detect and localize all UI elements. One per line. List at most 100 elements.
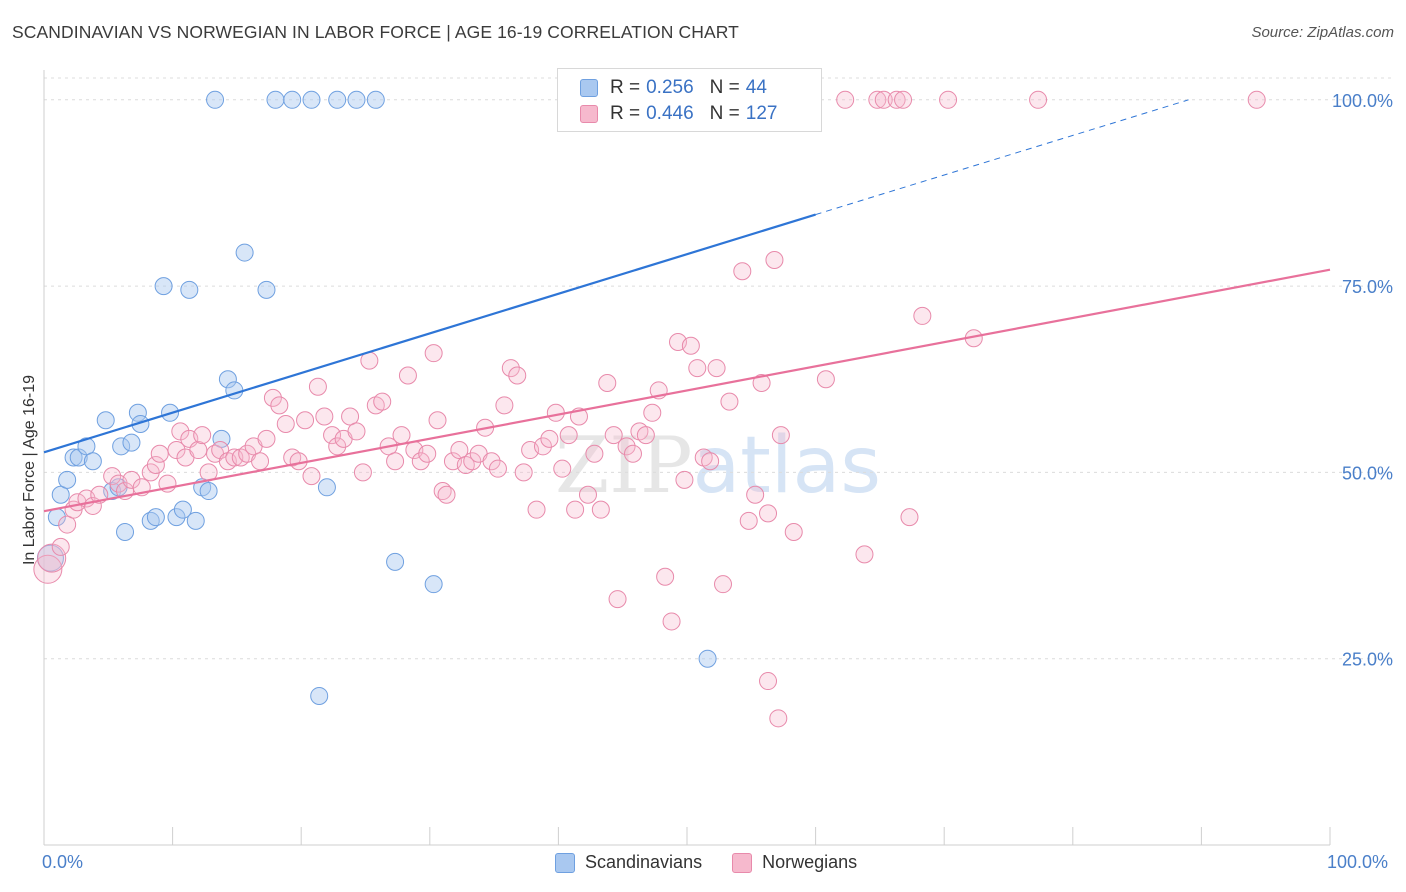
- legend-r-value: 0.446: [646, 103, 694, 124]
- point-norwegians: [578, 485, 597, 504]
- point-norwegians: [546, 403, 565, 422]
- point-norwegians: [733, 262, 752, 281]
- point-scandinavians: [51, 485, 70, 504]
- point-norwegians: [167, 441, 186, 460]
- point-norwegians: [623, 444, 642, 463]
- point-norwegians: [681, 336, 700, 355]
- point-norwegians: [418, 444, 437, 463]
- point-scandinavians: [167, 508, 186, 527]
- point-norwegians: [1247, 90, 1266, 109]
- point-norwegians: [488, 459, 507, 478]
- point-scandinavians: [116, 523, 135, 542]
- point-norwegians: [643, 403, 662, 422]
- point-scandinavians: [328, 90, 347, 109]
- point-norwegians: [636, 426, 655, 445]
- point-norwegians: [855, 545, 874, 564]
- point-norwegians: [769, 709, 788, 728]
- point-norwegians: [746, 485, 765, 504]
- point-norwegians: [424, 344, 443, 363]
- point-norwegians: [270, 396, 289, 415]
- point-norwegians: [276, 414, 295, 433]
- point-norwegians: [193, 426, 212, 445]
- point-norwegians: [656, 567, 675, 586]
- point-norwegians: [428, 411, 447, 430]
- point-norwegians: [353, 463, 372, 482]
- point-norwegians: [315, 407, 334, 426]
- point-norwegians: [591, 500, 610, 519]
- y-tick-label-75: 75.0%: [1342, 277, 1393, 297]
- point-norwegians: [341, 407, 360, 426]
- point-norwegians: [688, 359, 707, 378]
- point-scandinavians: [154, 277, 173, 296]
- point-norwegians: [759, 504, 778, 523]
- point-scandinavians: [96, 411, 115, 430]
- point-norwegians: [707, 359, 726, 378]
- point-scandinavians: [64, 448, 83, 467]
- point-norwegians: [662, 612, 681, 631]
- point-norwegians: [463, 452, 482, 471]
- point-norwegians: [508, 366, 527, 385]
- legend-row-scandinavians: R = 0.256 N = 44: [580, 76, 783, 100]
- point-scandinavians: [302, 90, 321, 109]
- point-norwegians: [251, 452, 270, 471]
- point-scandinavians: [173, 500, 192, 519]
- legend-label-scandinavians: Scandinavians: [585, 852, 703, 872]
- legend-swatch-pink: [580, 105, 598, 123]
- point-scandinavians: [317, 478, 336, 497]
- point-norwegians: [58, 515, 77, 534]
- legend-n-label: N =: [709, 103, 740, 124]
- point-norwegians: [501, 359, 520, 378]
- point-scandinavians: [218, 370, 237, 389]
- point-scandinavians: [77, 437, 96, 456]
- legend-label-norwegians: Norwegians: [762, 852, 858, 872]
- legend-swatch-pink: [732, 852, 753, 873]
- point-norwegians: [608, 590, 627, 609]
- point-scandinavians: [58, 470, 77, 489]
- point-scandinavians: [186, 511, 205, 530]
- y-tick-label-50: 50.0%: [1342, 463, 1393, 483]
- point-norwegians: [482, 452, 501, 471]
- point-scandinavians: [347, 90, 366, 109]
- point-norwegians: [559, 426, 578, 445]
- legend-item-norwegians[interactable]: Norwegians: [732, 852, 857, 873]
- legend-r-label: R =: [610, 77, 641, 98]
- point-norwegians: [675, 470, 694, 489]
- point-norwegians: [150, 444, 169, 463]
- point-norwegians: [437, 485, 456, 504]
- point-norwegians: [527, 500, 546, 519]
- point-scandinavians: [146, 508, 165, 527]
- point-norwegians: [759, 672, 778, 691]
- point-norwegians: [296, 411, 315, 430]
- point-norwegians: [302, 467, 321, 486]
- point-norwegians: [720, 392, 739, 411]
- point-norwegians: [308, 377, 327, 396]
- point-norwegians: [347, 422, 366, 441]
- point-norwegians: [495, 396, 514, 415]
- legend-item-scandinavians[interactable]: Scandinavians: [555, 852, 702, 873]
- point-norwegians: [752, 373, 771, 392]
- chart-title: SCANDINAVIAN VS NORWEGIAN IN LABOR FORCE…: [12, 22, 739, 42]
- point-norwegians: [604, 426, 623, 445]
- point-scandinavians: [266, 90, 285, 109]
- point-norwegians: [913, 306, 932, 325]
- point-norwegians: [263, 388, 282, 407]
- point-norwegians: [553, 459, 572, 478]
- point-scandinavians: [112, 437, 131, 456]
- series-legend: Scandinavians Norwegians: [555, 852, 887, 873]
- legend-swatch-blue: [555, 852, 575, 873]
- point-norwegians: [373, 392, 392, 411]
- point-norwegians: [765, 251, 784, 270]
- correlation-legend: R = 0.256 N = 44 R = 0.446 N = 127: [557, 68, 822, 132]
- point-norwegians: [836, 90, 855, 109]
- watermark-zip: ZIP: [555, 421, 693, 511]
- point-scandinavians: [122, 433, 141, 452]
- point-norwegians: [103, 467, 122, 486]
- point-norwegians: [617, 437, 636, 456]
- x-tick-label-min: 0.0%: [42, 852, 84, 872]
- point-norwegians: [323, 426, 342, 445]
- legend-r-value: 0.256: [646, 77, 694, 98]
- point-norwegians: [51, 537, 70, 556]
- point-norwegians: [566, 500, 585, 519]
- point-norwegians: [122, 470, 141, 489]
